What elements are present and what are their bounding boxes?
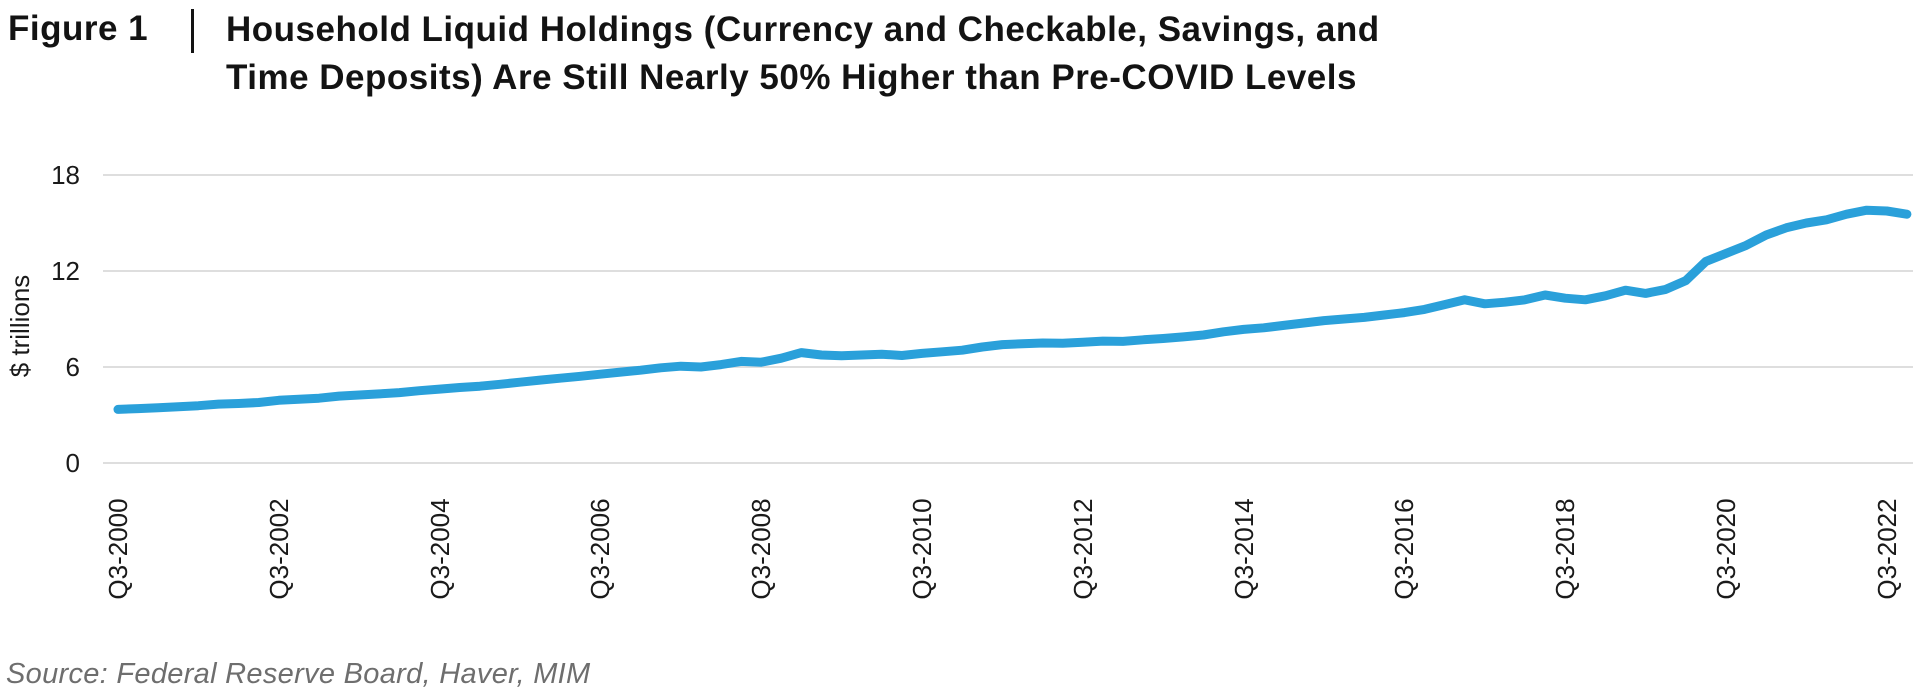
x-tick-label: Q3-2004 xyxy=(424,498,455,600)
x-tick-label: Q3-2010 xyxy=(907,498,937,600)
x-tick-label: Q3-2000 xyxy=(103,498,133,600)
y-tick-label: 6 xyxy=(65,352,80,382)
x-tick-label: Q3-2006 xyxy=(585,498,616,600)
figure-title-line1: Household Liquid Holdings (Currency and … xyxy=(226,10,1380,49)
figure-title: Household Liquid Holdings (Currency and … xyxy=(226,6,1380,102)
title-divider xyxy=(191,9,194,53)
x-tick-label: Q3-2008 xyxy=(746,498,777,600)
y-tick-label: 0 xyxy=(65,448,80,478)
figure-header: Figure 1 Household Liquid Holdings (Curr… xyxy=(8,6,1380,102)
x-tick-label: Q3-2012 xyxy=(1067,498,1098,600)
source-note: Source: Federal Reserve Board, Haver, MI… xyxy=(6,658,591,690)
figure-title-line2: Time Deposits) Are Still Nearly 50% High… xyxy=(226,58,1357,97)
x-tick-label: Q3-2002 xyxy=(263,498,294,600)
y-tick-label: 18 xyxy=(51,160,80,190)
figure-label: Figure 1 xyxy=(8,9,149,48)
x-tick-label: Q3-2016 xyxy=(1389,498,1420,600)
x-tick-label: Q3-2022 xyxy=(1871,498,1902,600)
data-line xyxy=(113,205,1912,414)
x-tick-label: Q3-2018 xyxy=(1550,498,1581,600)
y-tick-label: 12 xyxy=(51,256,80,286)
x-tick-label: Q3-2020 xyxy=(1711,498,1741,600)
x-tick-label: Q3-2014 xyxy=(1228,498,1259,600)
